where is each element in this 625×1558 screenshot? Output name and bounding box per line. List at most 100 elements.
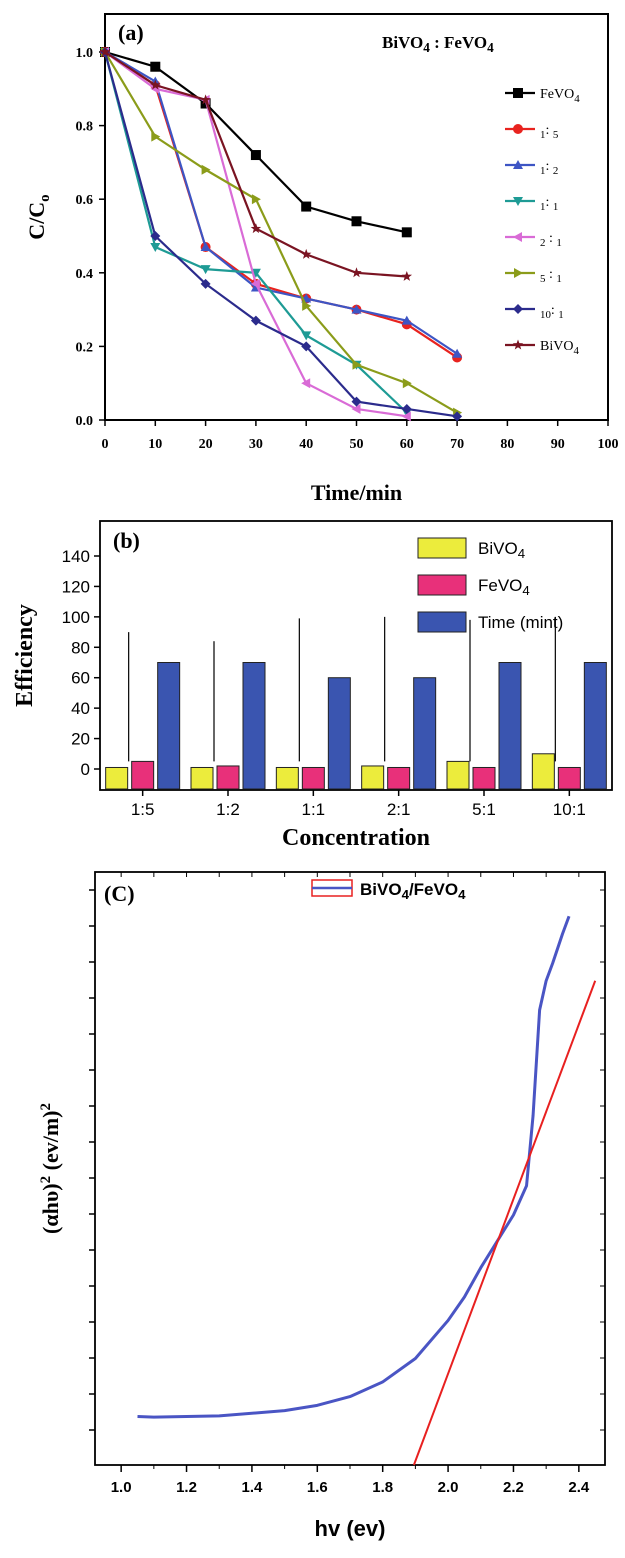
y-tick-label: 100 [62, 608, 90, 627]
x-tick-label: 90 [551, 437, 565, 452]
legend-label: BiVO4 [540, 339, 579, 357]
panel-b-bar-chart: 0 20 40 60 80 100 120 140 1:5 1:2 1:1 2:1 5:1 10:1 Con… [12, 520, 613, 851]
x-tick-label: 2.2 [503, 1479, 524, 1496]
plot-frame [99, 520, 613, 791]
data-point [351, 403, 361, 414]
x-tick-label: 1.4 [241, 1479, 263, 1496]
data-point [250, 278, 260, 289]
x-tick-label: 1.2 [176, 1479, 197, 1496]
legend-label: Time (mint) [478, 613, 563, 632]
legend-label: 5 : 1 [540, 267, 562, 285]
data-point [401, 411, 411, 422]
data-point [302, 300, 312, 311]
x-tick-label: 1.0 [111, 1479, 132, 1496]
y-axis-title: C/Co [24, 194, 53, 239]
legend-label: 1: 5 [540, 123, 559, 141]
x-tick-label: 5:1 [472, 800, 496, 819]
data-point [201, 164, 211, 175]
y-tick-label: 0.0 [76, 414, 94, 429]
legend-swatch-marker [513, 160, 523, 169]
bar [131, 760, 155, 790]
x-tick-label: 50 [350, 437, 364, 452]
y-tick-label: 0.2 [76, 340, 94, 355]
y-tick-label: 1.0 [76, 46, 94, 61]
bar [327, 677, 351, 790]
legend-swatch-marker [513, 124, 523, 134]
x-tick-label: 60 [400, 437, 414, 452]
legend-swatch-marker [513, 197, 523, 206]
data-point [250, 150, 261, 161]
legend-label: BiVO4/FeVO4 [360, 880, 466, 902]
data-point [301, 378, 311, 389]
panel-a-line-chart: 0 10 20 30 40 50 60 70 80 90 100 0.0 0.2 0.4 0.6 0.8 1.0… [24, 13, 619, 505]
legend-swatch [417, 574, 467, 596]
bar [387, 766, 411, 790]
bar [557, 766, 581, 790]
bar [583, 662, 607, 790]
legend-swatch [417, 537, 467, 559]
data-point [150, 61, 161, 72]
x-tick-label: 10 [148, 437, 162, 452]
x-tick-label: 30 [249, 437, 263, 452]
data-point [452, 348, 463, 358]
data-point [200, 278, 211, 289]
bar [498, 662, 522, 790]
panel-c-tauc-plot: 1.0 1.2 1.4 1.6 1.8 2.0 2.2 2.4 hv (ev) (αhυ)2 (e… [38, 871, 606, 1541]
data-point [301, 331, 312, 341]
data-point [250, 315, 261, 326]
fit-line [412, 980, 597, 1466]
bar [301, 766, 325, 790]
y-tick-label: 60 [71, 669, 90, 688]
series-line [104, 51, 458, 355]
bar [413, 677, 437, 790]
bar [531, 753, 555, 790]
bar [216, 765, 240, 790]
x-tick-label: 1:1 [302, 800, 326, 819]
data-point [250, 223, 262, 234]
data-point [150, 243, 161, 253]
y-tick-label: 120 [62, 577, 90, 596]
series-line [104, 51, 458, 359]
data-point [351, 304, 362, 314]
legend-swatch-marker [513, 304, 523, 314]
bar [242, 662, 266, 790]
y-axis-title: (αhυ)2 (ev/m)2 [38, 1103, 63, 1234]
data-point [452, 411, 463, 422]
x-tick-label: 1.6 [307, 1479, 328, 1496]
data-point [200, 265, 211, 275]
y-tick-label: 40 [71, 699, 90, 718]
y-tick-label: 140 [62, 547, 90, 566]
data-point [150, 231, 161, 241]
data-point [200, 94, 211, 105]
series-line [137, 915, 571, 1419]
legend-label: 1: 2 [540, 159, 558, 177]
panel-label: (a) [118, 20, 144, 45]
x-tick-label: 1.8 [372, 1479, 393, 1496]
series-line [103, 51, 408, 414]
data-point [99, 46, 111, 57]
y-tick-label: 0.4 [76, 267, 94, 282]
x-tick-label: 10:1 [553, 800, 586, 819]
bar [446, 760, 470, 790]
panel-label: (C) [104, 881, 135, 906]
bar [190, 766, 214, 790]
series-line [103, 51, 458, 418]
bar [275, 766, 299, 790]
x-tick-label: 100 [598, 437, 619, 452]
data-point [301, 201, 312, 212]
x-tick-label: 0 [102, 437, 109, 452]
x-tick-label: 2.4 [568, 1479, 590, 1496]
series-line [104, 51, 407, 418]
x-tick-label: 20 [199, 437, 213, 452]
data-point [351, 216, 362, 227]
y-tick-label: 0.8 [76, 120, 94, 135]
data-point [401, 270, 413, 281]
panel-label: (b) [113, 528, 140, 553]
data-point [251, 194, 261, 205]
legend-swatch-marker [512, 339, 524, 350]
legend-label: 10: 1 [540, 303, 564, 321]
data-point [300, 248, 312, 259]
legend-swatch-marker [514, 268, 523, 278]
legend-swatch [417, 611, 467, 633]
x-tick-label: 2:1 [387, 800, 411, 819]
